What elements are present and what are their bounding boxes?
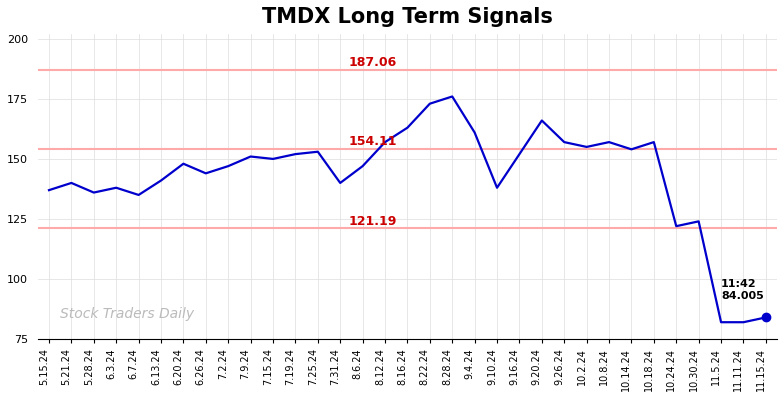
Text: 187.06: 187.06 <box>348 57 397 69</box>
Title: TMDX Long Term Signals: TMDX Long Term Signals <box>262 7 553 27</box>
Text: 154.11: 154.11 <box>348 135 397 148</box>
Text: Stock Traders Daily: Stock Traders Daily <box>60 307 194 321</box>
Text: 121.19: 121.19 <box>348 215 397 228</box>
Text: 11:42
84.005: 11:42 84.005 <box>721 279 764 300</box>
